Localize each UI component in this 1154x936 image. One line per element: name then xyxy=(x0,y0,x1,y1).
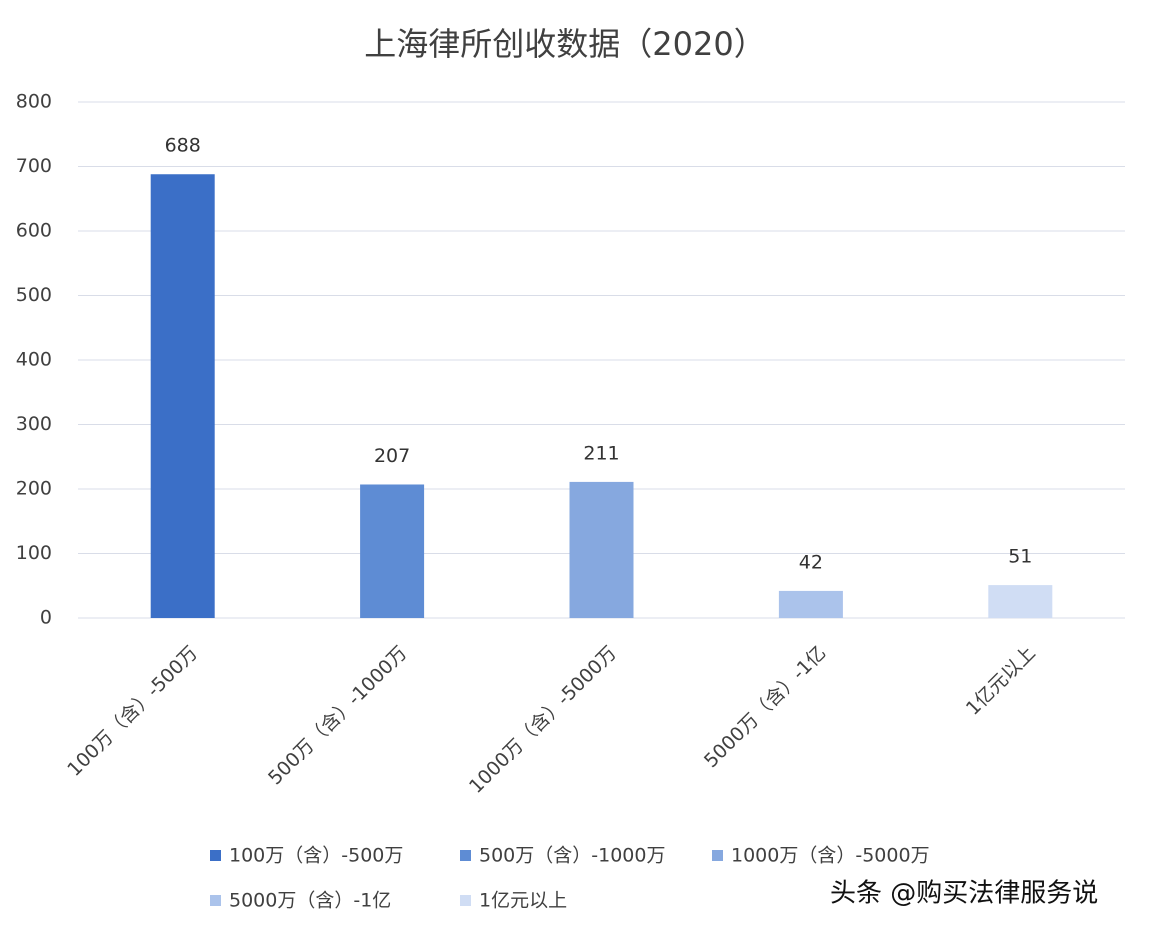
bar xyxy=(150,174,215,619)
legend-swatch xyxy=(210,850,221,861)
data-label: 688 xyxy=(165,135,201,157)
bar xyxy=(360,484,425,618)
y-tick-label: 200 xyxy=(16,478,52,500)
legend-label: 100万（含）-500万 xyxy=(229,845,403,867)
y-tick-label: 800 xyxy=(16,91,52,113)
legend-label: 5000万（含）-1亿 xyxy=(229,890,391,912)
legend-label: 1亿元以上 xyxy=(479,890,567,912)
legend-swatch xyxy=(712,850,723,861)
y-tick-label: 400 xyxy=(16,349,52,371)
y-tick-label: 600 xyxy=(16,220,52,242)
legend-label: 500万（含）-1000万 xyxy=(479,845,665,867)
watermark: 头条 @购买法律服务说 xyxy=(830,879,1098,909)
legend-swatch xyxy=(460,850,471,861)
bar xyxy=(569,481,634,618)
bar xyxy=(778,590,843,618)
chart-title: 上海律所创收数据（2020） xyxy=(364,25,765,63)
y-tick-label: 500 xyxy=(16,284,52,306)
bar xyxy=(988,585,1053,618)
data-label: 42 xyxy=(799,551,823,573)
y-tick-label: 700 xyxy=(16,155,52,177)
data-label: 51 xyxy=(1008,546,1032,568)
legend-swatch xyxy=(460,895,471,906)
data-label: 207 xyxy=(374,445,410,467)
data-label: 211 xyxy=(583,442,619,464)
legend-label: 1000万（含）-5000万 xyxy=(731,845,930,867)
y-tick-label: 100 xyxy=(16,542,52,564)
y-tick-label: 300 xyxy=(16,413,52,435)
legend-swatch xyxy=(210,895,221,906)
y-tick-label: 0 xyxy=(40,607,52,629)
